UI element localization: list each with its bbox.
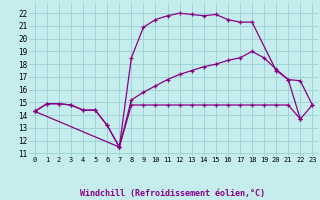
Text: Windchill (Refroidissement éolien,°C): Windchill (Refroidissement éolien,°C) [80, 189, 265, 198]
